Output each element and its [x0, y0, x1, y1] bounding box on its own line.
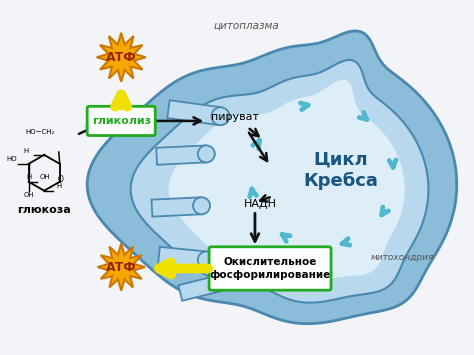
Text: гликолиз: гликолиз: [91, 116, 151, 126]
Text: HO−CH₂: HO−CH₂: [26, 129, 55, 135]
Circle shape: [198, 146, 215, 163]
Text: OH: OH: [40, 174, 50, 180]
FancyBboxPatch shape: [87, 106, 155, 136]
Text: АТФ: АТФ: [106, 261, 137, 274]
Text: OH: OH: [23, 192, 34, 198]
Polygon shape: [152, 197, 202, 217]
Polygon shape: [178, 276, 220, 301]
Polygon shape: [168, 80, 405, 282]
Text: митохондрия: митохондрия: [371, 253, 434, 262]
Text: Цикл
Кребса: Цикл Кребса: [303, 151, 378, 190]
Text: глюкоза: глюкоза: [17, 204, 71, 214]
Text: Окислительное
фосфорилирование: Окислительное фосфорилирование: [210, 257, 331, 280]
Text: АТФ: АТФ: [106, 51, 137, 64]
Circle shape: [193, 197, 210, 214]
Polygon shape: [167, 100, 222, 125]
Text: цитоплазма: цитоплазма: [214, 21, 279, 31]
Circle shape: [211, 107, 229, 125]
Polygon shape: [87, 31, 457, 324]
FancyBboxPatch shape: [209, 247, 331, 290]
Text: пируват: пируват: [211, 112, 259, 122]
Polygon shape: [97, 33, 146, 82]
Text: НАДН: НАДН: [244, 200, 277, 209]
Polygon shape: [131, 60, 428, 303]
Text: HO: HO: [7, 157, 18, 163]
Text: H: H: [24, 148, 29, 153]
Polygon shape: [158, 247, 207, 268]
Text: H: H: [57, 183, 62, 189]
Text: H: H: [26, 174, 31, 180]
Polygon shape: [98, 244, 145, 291]
Circle shape: [198, 252, 215, 268]
Circle shape: [210, 275, 226, 291]
Text: O: O: [58, 175, 64, 184]
Polygon shape: [156, 146, 207, 165]
